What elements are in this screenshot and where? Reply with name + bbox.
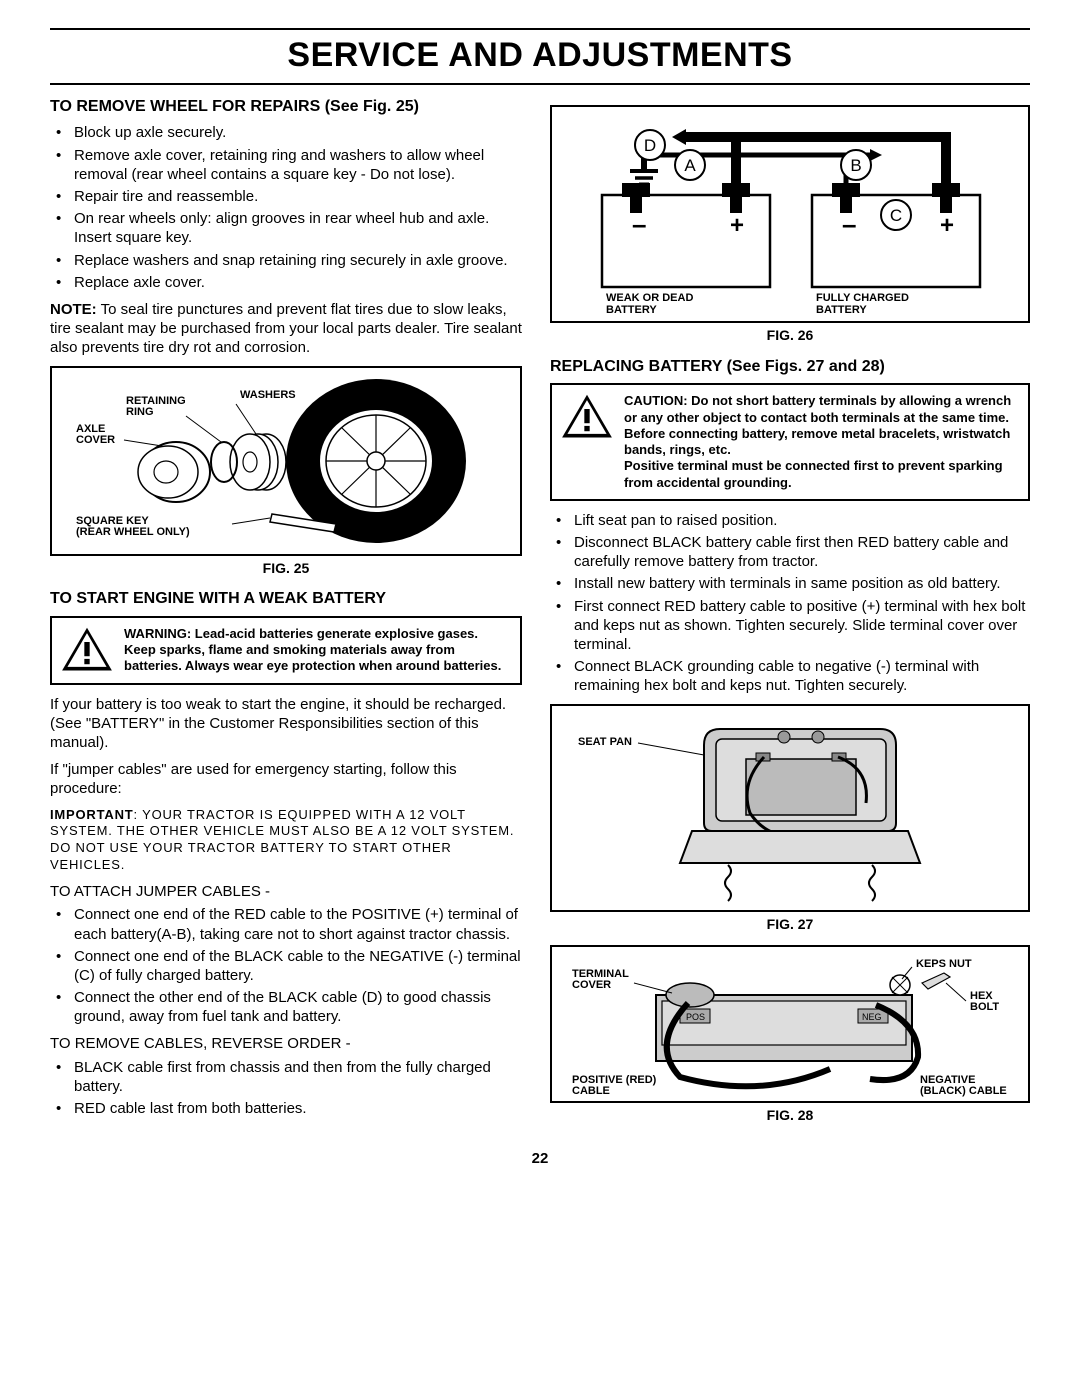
figure-25: WASHERS RETAININGRING AXLECOVER SQUARE K… xyxy=(50,366,522,556)
important-note: IMPORTANT: YOUR TRACTOR IS EQUIPPED WITH… xyxy=(50,807,522,875)
figure-caption: FIG. 25 xyxy=(50,560,522,578)
svg-text:HEXBOLT: HEXBOLT xyxy=(970,990,999,1013)
subheading: TO REMOVE CABLES, REVERSE ORDER - xyxy=(50,1034,522,1053)
seat-pan-svg: SEAT PAN xyxy=(560,713,1020,903)
svg-text:+: + xyxy=(730,212,744,239)
section-heading: TO START ENGINE WITH A WEAK BATTERY xyxy=(50,589,522,609)
caution-box: CAUTION: Do not short battery terminals … xyxy=(550,383,1030,501)
page-number: 22 xyxy=(50,1150,1030,1167)
warning-text: WARNING: Lead-acid batteries generate ex… xyxy=(124,626,512,675)
warning-label: WARNING xyxy=(124,626,187,641)
note-label: NOTE: xyxy=(50,301,97,318)
label-washers: WASHERS xyxy=(240,389,296,401)
list-item: Connect BLACK grounding cable to negativ… xyxy=(550,657,1030,695)
svg-text:NEG: NEG xyxy=(862,1012,882,1022)
list-item: Remove axle cover, retaining ring and wa… xyxy=(50,146,522,184)
svg-text:D: D xyxy=(644,136,656,155)
svg-text:FULLY CHARGEDBATTERY: FULLY CHARGEDBATTERY xyxy=(816,292,909,316)
list-item: Replace washers and snap retaining ring … xyxy=(50,251,522,270)
list-item: Lift seat pan to raised position. xyxy=(550,511,1030,530)
caution-text: CAUTION: Do not short battery terminals … xyxy=(624,393,1020,491)
warning-icon xyxy=(560,393,614,441)
svg-text:–: – xyxy=(632,209,646,239)
bullet-list: Lift seat pan to raised position. Discon… xyxy=(550,511,1030,696)
svg-text:SQUARE KEY(REAR WHEEL ONLY): SQUARE KEY(REAR WHEEL ONLY) xyxy=(76,515,190,538)
figure-caption: FIG. 27 xyxy=(550,916,1030,934)
figure-caption: FIG. 26 xyxy=(550,327,1030,345)
right-column: D A B C – + – + WEAK OR DEADBATTERY FULL… xyxy=(550,97,1030,1126)
list-item: On rear wheels only: align grooves in re… xyxy=(50,209,522,247)
subheading: TO ATTACH JUMPER CABLES - xyxy=(50,882,522,901)
svg-text:+: + xyxy=(940,212,954,239)
svg-text:C: C xyxy=(890,206,902,225)
list-item: Disconnect BLACK battery cable first the… xyxy=(550,533,1030,571)
svg-text:KEPS NUT: KEPS NUT xyxy=(916,958,972,970)
svg-text:POSITIVE (RED)CABLE: POSITIVE (RED)CABLE xyxy=(572,1074,657,1097)
warning-icon xyxy=(60,626,114,674)
bullet-list: BLACK cable first from chassis and then … xyxy=(50,1058,522,1119)
svg-text:POS: POS xyxy=(686,1012,705,1022)
figure-27: SEAT PAN xyxy=(550,704,1030,912)
svg-text:RETAININGRING: RETAININGRING xyxy=(126,395,186,418)
figure-28: POS NEG TERMINALCOVER KEPS NUT xyxy=(550,945,1030,1103)
page-title: SERVICE AND ADJUSTMENTS xyxy=(50,36,1030,75)
two-column-layout: TO REMOVE WHEEL FOR REPAIRS (See Fig. 25… xyxy=(50,97,1030,1126)
list-item: Replace axle cover. xyxy=(50,273,522,292)
important-label: IMPORTANT xyxy=(50,807,134,822)
list-item: BLACK cable first from chassis and then … xyxy=(50,1058,522,1096)
list-item: RED cable last from both batteries. xyxy=(50,1099,522,1118)
jumper-diagram-svg: D A B C – + – + WEAK OR DEADBATTERY FULL… xyxy=(560,109,1020,319)
left-column: TO REMOVE WHEEL FOR REPAIRS (See Fig. 25… xyxy=(50,97,522,1126)
figure-caption: FIG. 28 xyxy=(550,1107,1030,1125)
note-paragraph: NOTE: To seal tire punctures and prevent… xyxy=(50,300,522,358)
svg-text:–: – xyxy=(842,209,856,239)
list-item: Connect one end of the BLACK cable to th… xyxy=(50,947,522,985)
svg-text:A: A xyxy=(684,156,696,175)
list-item: First connect RED battery cable to posit… xyxy=(550,597,1030,655)
warning-box: WARNING: Lead-acid batteries generate ex… xyxy=(50,616,522,685)
list-item: Connect the other end of the BLACK cable… xyxy=(50,988,522,1026)
svg-text:B: B xyxy=(850,156,861,175)
mid-rule xyxy=(50,83,1030,85)
note-text: To seal tire punctures and prevent flat … xyxy=(50,301,522,356)
svg-text:WEAK OR DEADBATTERY: WEAK OR DEADBATTERY xyxy=(606,292,693,316)
list-item: Repair tire and reassemble. xyxy=(50,187,522,206)
list-item: Block up axle securely. xyxy=(50,123,522,142)
bullet-list: Connect one end of the RED cable to the … xyxy=(50,905,522,1026)
svg-text:TERMINALCOVER: TERMINALCOVER xyxy=(572,968,629,991)
paragraph: If "jumper cables" are used for emergenc… xyxy=(50,760,522,798)
svg-text:AXLECOVER: AXLECOVER xyxy=(76,423,115,446)
svg-text:SEAT PAN: SEAT PAN xyxy=(578,736,632,748)
section-heading: REPLACING BATTERY (See Figs. 27 and 28) xyxy=(550,357,1030,377)
bullet-list: Block up axle securely. Remove axle cove… xyxy=(50,123,522,292)
svg-text:NEGATIVE(BLACK) CABLE: NEGATIVE(BLACK) CABLE xyxy=(920,1074,1007,1097)
document-page: SERVICE AND ADJUSTMENTS TO REMOVE WHEEL … xyxy=(0,0,1080,1207)
figure-26: D A B C – + – + WEAK OR DEADBATTERY FULL… xyxy=(550,105,1030,323)
list-item: Install new battery with terminals in sa… xyxy=(550,574,1030,593)
section-heading: TO REMOVE WHEEL FOR REPAIRS (See Fig. 25… xyxy=(50,97,522,117)
list-item: Connect one end of the RED cable to the … xyxy=(50,905,522,943)
wheel-diagram-svg: WASHERS RETAININGRING AXLECOVER SQUARE K… xyxy=(66,376,506,546)
paragraph: If your battery is too weak to start the… xyxy=(50,695,522,753)
top-rule xyxy=(50,28,1030,30)
battery-terminals-svg: POS NEG TERMINALCOVER KEPS NUT xyxy=(560,949,1020,1099)
